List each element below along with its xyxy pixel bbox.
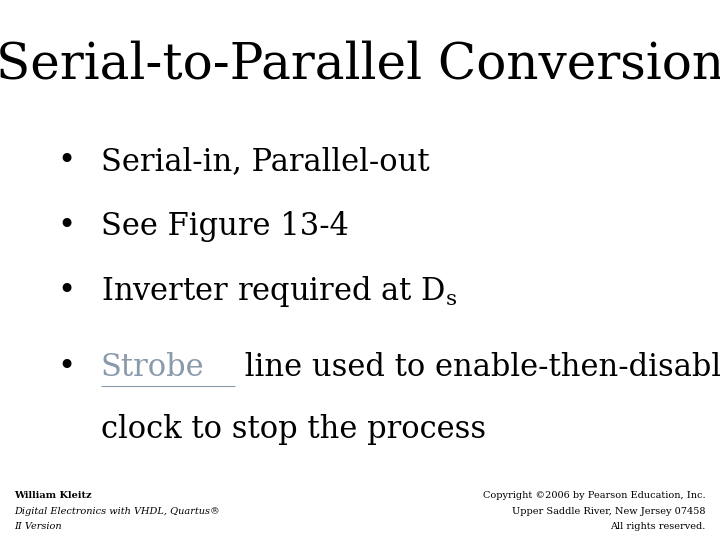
Text: clock to stop the process: clock to stop the process	[101, 414, 486, 445]
Text: •: •	[58, 211, 76, 242]
Text: See Figure 13-4: See Figure 13-4	[101, 211, 348, 242]
Text: All rights reserved.: All rights reserved.	[611, 522, 706, 531]
Text: Copyright ©2006 by Pearson Education, Inc.: Copyright ©2006 by Pearson Education, In…	[483, 491, 706, 501]
Text: II Version: II Version	[14, 522, 62, 531]
Text: William Kleitz: William Kleitz	[14, 491, 92, 501]
Text: Serial-to-Parallel Conversion: Serial-to-Parallel Conversion	[0, 40, 720, 90]
Text: Strobe: Strobe	[101, 352, 204, 383]
Text: Inverter required at $\mathregular{D_s}$: Inverter required at $\mathregular{D_s}$	[101, 274, 457, 309]
Text: Upper Saddle River, New Jersey 07458: Upper Saddle River, New Jersey 07458	[512, 507, 706, 516]
Text: •: •	[58, 146, 76, 178]
Text: line used to enable-then-disable the: line used to enable-then-disable the	[235, 352, 720, 383]
Text: Digital Electronics with VHDL, Quartus®: Digital Electronics with VHDL, Quartus®	[14, 507, 220, 516]
Text: •: •	[58, 276, 76, 307]
Text: Serial-in, Parallel-out: Serial-in, Parallel-out	[101, 146, 429, 178]
Text: •: •	[58, 352, 76, 383]
